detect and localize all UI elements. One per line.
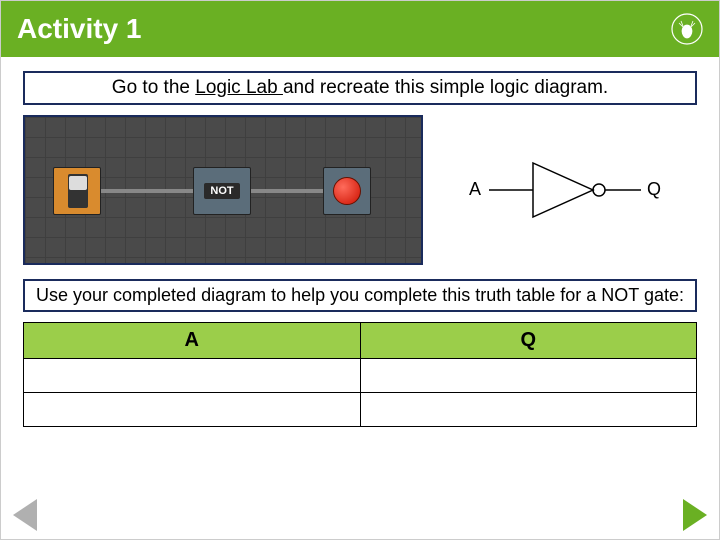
instruction-1-suffix: and recreate this simple logic diagram. xyxy=(283,77,608,98)
deer-logo-icon xyxy=(671,13,703,45)
table-cell xyxy=(24,393,361,427)
header-bar: Activity 1 xyxy=(1,1,719,57)
output-label-Q: Q xyxy=(647,179,661,199)
instruction-1: Go to the Logic Lab and recreate this si… xyxy=(23,71,697,105)
table-row xyxy=(24,359,697,393)
diagram-row: NOT A Q xyxy=(23,115,697,265)
table-cell xyxy=(360,393,697,427)
table-header-Q: Q xyxy=(360,323,697,359)
wire-1 xyxy=(101,189,193,193)
led-icon xyxy=(333,177,361,205)
input-label-A: A xyxy=(469,179,481,199)
page-title: Activity 1 xyxy=(17,13,142,45)
truth-table: A Q xyxy=(23,322,697,427)
table-header-A: A xyxy=(24,323,361,359)
table-cell xyxy=(360,359,697,393)
switch-handle xyxy=(69,176,87,190)
not-gate-label: NOT xyxy=(204,183,239,199)
instruction-2: Use your completed diagram to help you c… xyxy=(23,279,697,312)
logic-lab-link[interactable]: Logic Lab xyxy=(195,77,283,98)
table-row xyxy=(24,393,697,427)
table-cell xyxy=(24,359,361,393)
instruction-1-prefix: Go to the xyxy=(112,77,195,98)
prev-arrow-button[interactable] xyxy=(7,495,47,535)
not-gate-symbol: A Q xyxy=(463,145,663,235)
logic-lab-screenshot: NOT xyxy=(23,115,423,265)
switch-block xyxy=(53,167,101,215)
next-arrow-button[interactable] xyxy=(673,495,713,535)
led-block xyxy=(323,167,371,215)
not-gate-block: NOT xyxy=(193,167,251,215)
content-area: Go to the Logic Lab and recreate this si… xyxy=(1,57,719,427)
nav-arrows xyxy=(1,495,719,535)
wire-2 xyxy=(251,189,323,193)
